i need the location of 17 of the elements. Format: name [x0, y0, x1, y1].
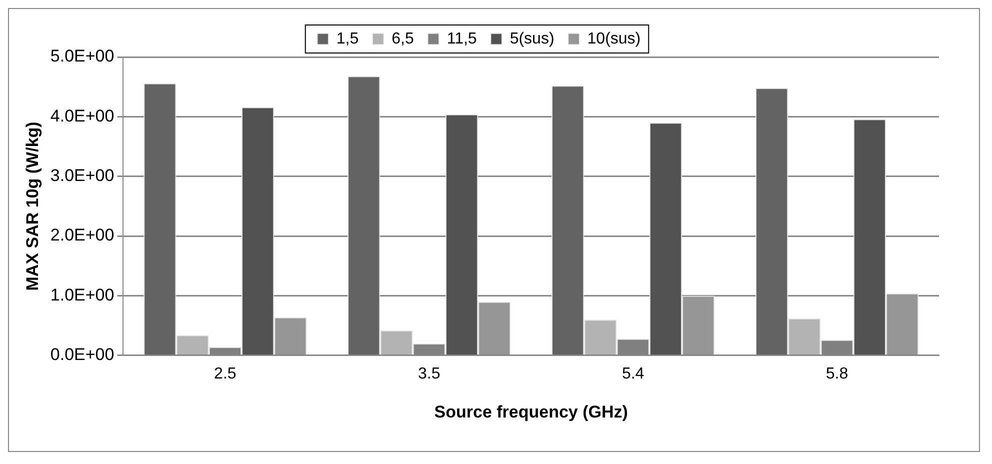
x-tick-label: 3.5: [418, 365, 440, 382]
y-tick-label: 0.0E+00: [50, 345, 114, 364]
legend-label: 11,5: [446, 30, 477, 48]
legend-label: 1,5: [336, 30, 359, 48]
y-tick-label: 1.0E+00: [50, 285, 114, 304]
x-tick-label: 5.4: [622, 365, 644, 382]
legend-label: 6,5: [392, 30, 414, 48]
y-tick-label: 4.0E+00: [50, 106, 114, 126]
y-tick-label: 5.0E+00: [50, 46, 114, 66]
y-tick-label: 2.0E+00: [50, 226, 114, 245]
legend-label: 10(sus): [587, 30, 641, 48]
x-axis-title: Source frequency (GHz): [434, 402, 628, 422]
y-tick-label: 3.0E+00: [50, 166, 114, 186]
legend-label: 5(sus): [510, 30, 554, 48]
y-axis-title: MAX SAR 10g (W/kg): [22, 122, 42, 291]
x-tick-label: 2.5: [214, 365, 236, 382]
x-tick-label: 5.8: [826, 365, 848, 382]
